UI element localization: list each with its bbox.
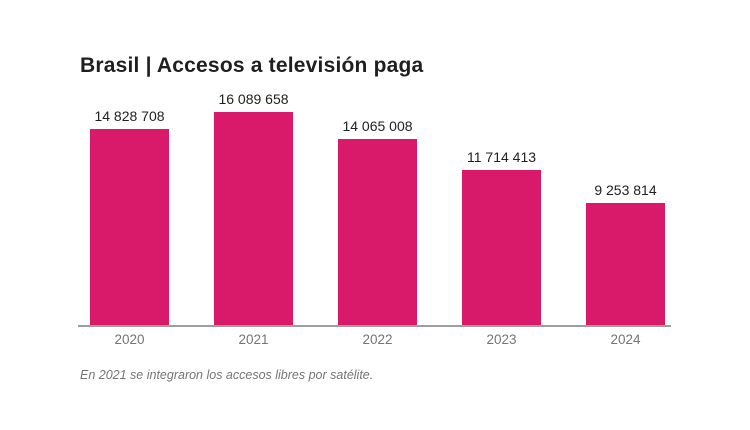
x-tick-2024: 2024 — [610, 332, 641, 347]
x-axis-labels: 2020 2021 2022 2023 2024 — [78, 333, 671, 353]
bar-value-label: 11 714 413 — [466, 149, 537, 165]
plot-area: 14 828 708 16 089 658 14 065 008 11 714 413… — [78, 0, 671, 327]
bar-chart: 14 828 708 16 089 658 14 065 008 11 714 413… — [78, 0, 671, 327]
x-tick-2020: 2020 — [114, 332, 145, 347]
bar-value-label: 9 253 814 — [594, 182, 657, 198]
chart-title: Brasil | Accesos a televisión paga — [80, 54, 424, 77]
bar-value-label: 16 089 658 — [218, 91, 289, 107]
x-tick-2022: 2022 — [362, 332, 393, 347]
bar-2020 — [90, 129, 169, 327]
bar-value-label: 14 828 708 — [94, 108, 165, 124]
bar-group-2024: 9 253 814 — [586, 183, 665, 327]
bar-2021 — [214, 112, 293, 327]
bar-2024 — [586, 203, 665, 327]
x-tick-2023: 2023 — [486, 332, 517, 347]
bar-2022 — [338, 139, 417, 327]
bar-group-2022: 14 065 008 — [338, 119, 417, 327]
x-axis-line — [78, 325, 671, 327]
bar-value-label: 14 065 008 — [342, 118, 413, 134]
bar-2023 — [462, 170, 541, 327]
bar-group-2020: 14 828 708 — [90, 109, 169, 327]
bar-group-2021: 16 089 658 — [214, 92, 293, 327]
x-tick-2021: 2021 — [238, 332, 269, 347]
bar-group-2023: 11 714 413 — [462, 150, 541, 327]
footnote: En 2021 se integraron los accesos libres… — [80, 368, 374, 382]
